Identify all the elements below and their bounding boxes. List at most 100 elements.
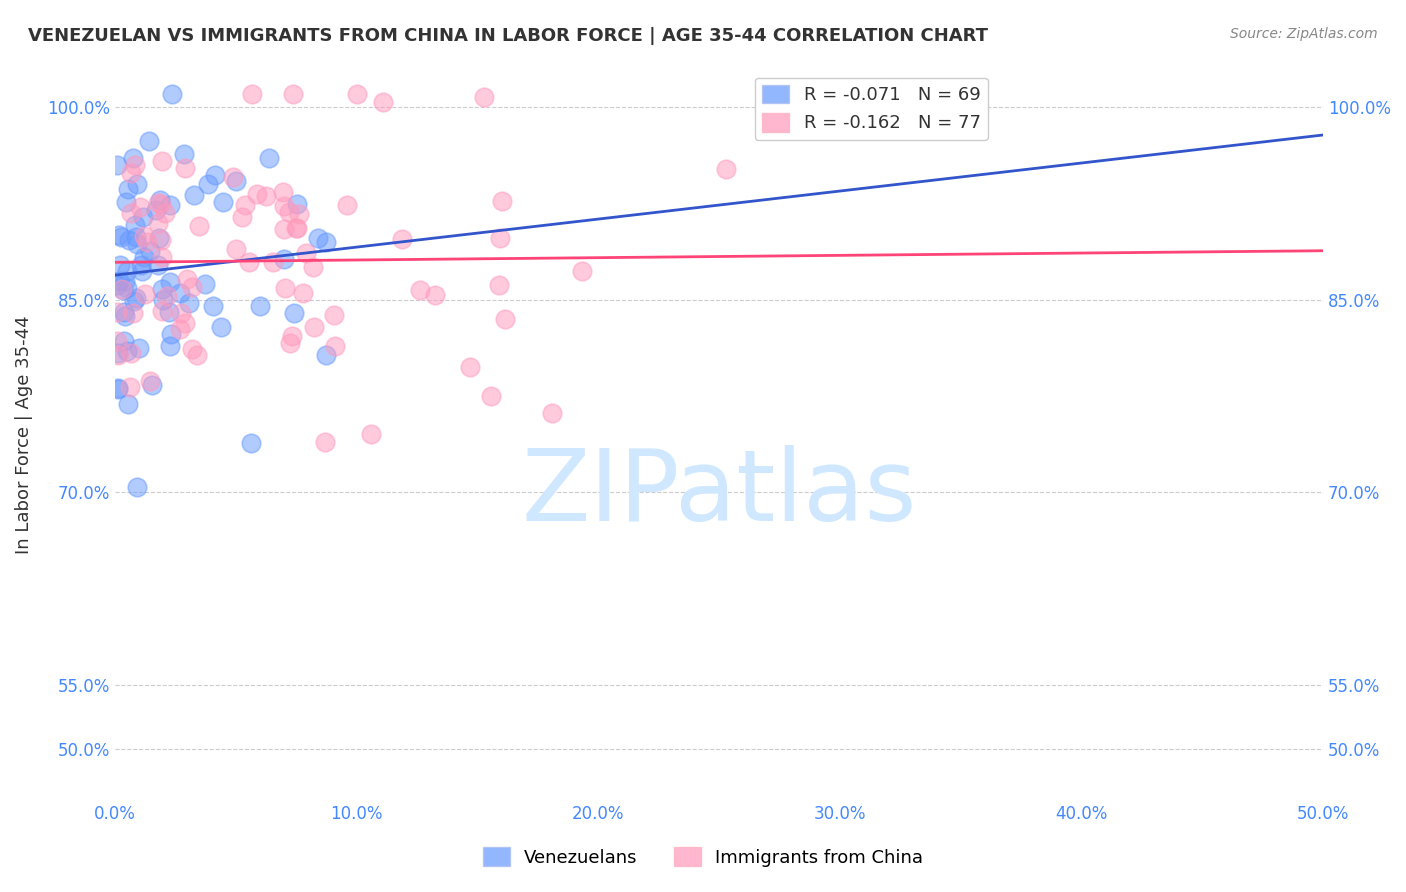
Point [149,194,172,208]
Point [160,326,183,341]
Point [283,87,305,102]
Point [315,348,337,362]
Point [128,341,150,355]
Point [181,280,204,294]
Point [148,231,170,245]
Point [111,282,134,296]
Point [314,435,336,450]
Point [315,235,337,250]
Point [155,206,177,220]
Point [197,177,219,191]
Point [132,210,155,224]
Point [346,87,368,102]
Point [336,197,359,211]
Point [257,151,280,165]
Point [494,311,516,326]
Point [120,166,142,180]
Point [124,158,146,172]
Point [249,298,271,312]
Point [124,218,146,232]
Text: Source: ZipAtlas.com: Source: ZipAtlas.com [1230,27,1378,41]
Legend: Venezuelans, Immigrants from China: Venezuelans, Immigrants from China [475,840,931,874]
Point [169,285,191,300]
Point [714,161,737,176]
Point [125,177,148,191]
Point [225,243,247,257]
Legend: R = -0.071   N = 69, R = -0.162   N = 77: R = -0.071 N = 69, R = -0.162 N = 77 [755,78,988,140]
Point [204,168,226,182]
Point [238,254,260,268]
Point [108,274,131,288]
Point [278,336,301,351]
Point [169,321,191,335]
Point [307,230,329,244]
Point [273,199,295,213]
Point [148,217,170,231]
Point [233,198,256,212]
Point [273,221,295,235]
Point [124,291,146,305]
Point [186,348,208,362]
Point [240,87,263,102]
Point [211,195,233,210]
Point [488,278,510,293]
Point [121,306,143,320]
Point [134,286,156,301]
Point [273,281,295,295]
Point [288,207,311,221]
Point [159,339,181,353]
Point [138,374,160,388]
Point [302,260,325,275]
Point [292,286,315,301]
Point [149,233,172,247]
Point [128,200,150,214]
Point [141,377,163,392]
Point [423,287,446,301]
Point [159,276,181,290]
Point [183,188,205,202]
Point [371,95,394,110]
Point [209,319,232,334]
Point [105,277,128,292]
Point [285,196,308,211]
Point [138,134,160,148]
Point [122,293,145,308]
Point [156,289,179,303]
Point [108,228,131,243]
Point [322,308,344,322]
Point [472,90,495,104]
Point [107,346,129,360]
Point [127,480,149,494]
Point [134,229,156,244]
Point [160,87,183,102]
Point [114,274,136,288]
Point [194,277,217,292]
Point [131,258,153,272]
Point [115,281,138,295]
Point [273,186,295,200]
Point [360,427,382,442]
Point [188,219,211,234]
Point [150,303,173,318]
Point [281,329,304,343]
Y-axis label: In Labor Force | Age 35-44: In Labor Force | Age 35-44 [15,315,32,554]
Point [149,196,172,211]
Point [117,397,139,411]
Point [170,306,193,320]
Point [295,246,318,260]
Point [120,206,142,220]
Point [107,383,129,397]
Point [115,263,138,277]
Point [302,319,325,334]
Point [159,197,181,211]
Point [201,299,224,313]
Point [114,309,136,323]
Point [176,271,198,285]
Point [115,343,138,358]
Point [571,264,593,278]
Point [150,154,173,169]
Point [225,174,247,188]
Point [107,348,129,362]
Point [139,244,162,259]
Point [458,359,481,374]
